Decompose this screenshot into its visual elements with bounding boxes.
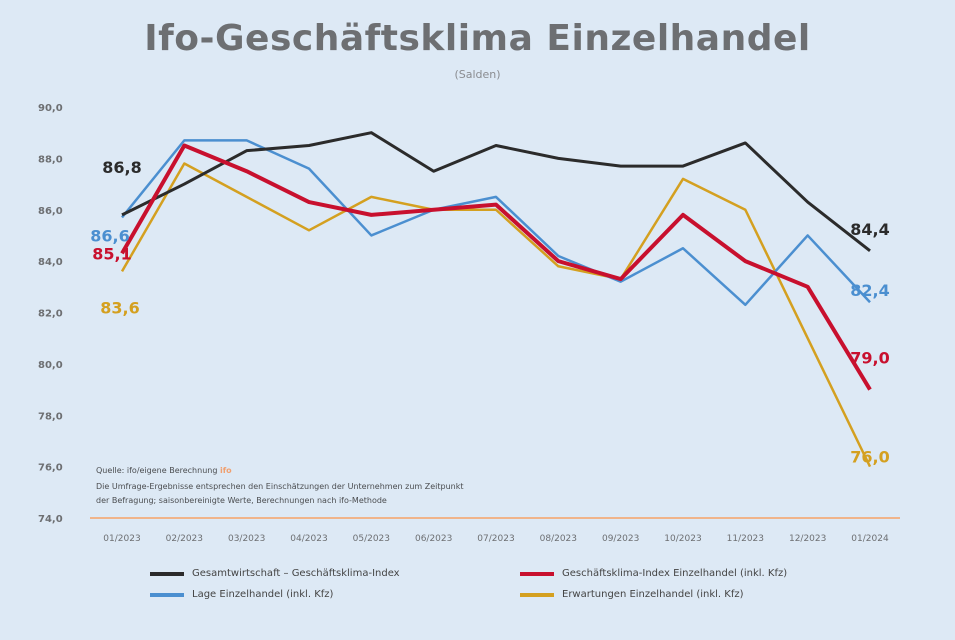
legend-label-erwartungen: Erwartungen Einzelhandel (inkl. Kfz): [562, 589, 744, 600]
y-tick-label: 74,0: [38, 514, 63, 525]
source-highlight: ifo: [220, 466, 232, 475]
data-label-klima: 79,0: [850, 349, 889, 368]
data-label-klima: 85,1: [92, 244, 131, 263]
x-tick-label: 10/2023: [664, 534, 701, 544]
data-label-lage: 82,4: [850, 281, 889, 300]
y-tick-label: 86,0: [38, 206, 63, 217]
x-tick-label: 11/2023: [727, 534, 764, 544]
legend-swatch-erwartungen: [520, 592, 554, 597]
y-tick-label: 90,0: [38, 103, 63, 114]
data-label-gesamt: 84,4: [850, 220, 889, 239]
legend-label-lage: Lage Einzelhandel (inkl. Kfz): [192, 589, 334, 600]
data-label-gesamt: 86,8: [102, 158, 141, 177]
legend-swatch-klima: [520, 571, 554, 576]
legend-swatch-lage: [150, 592, 184, 597]
y-tick-label: 80,0: [38, 360, 63, 371]
legend-item-erwartungen: Erwartungen Einzelhandel (inkl. Kfz): [520, 589, 870, 600]
series-line-gesamt: [121, 131, 871, 253]
x-tick-label: 08/2023: [540, 534, 577, 544]
source-note: Quelle: ifo/eigene Berechnung ifo Die Um…: [96, 466, 463, 505]
legend: Gesamtwirtschaft – Geschäftsklima-Index …: [150, 568, 870, 600]
y-tick-label: 88,0: [38, 154, 63, 165]
x-axis: 01/2023 02/2023 03/2023 04/2023 05/2023 06/20…: [103, 534, 889, 544]
x-tick-label: 03/2023: [228, 534, 265, 544]
legend-label-klima: Geschäftsklima-Index Einzelhandel (inkl.…: [562, 568, 788, 579]
source-note-1: Die Umfrage-Ergebnisse entsprechen den E…: [96, 482, 463, 491]
data-label-erwartungen: 83,6: [100, 298, 139, 317]
x-tick-label: 07/2023: [477, 534, 514, 544]
y-tick-label: 76,0: [38, 463, 63, 474]
x-tick-label: 12/2023: [789, 534, 826, 544]
source-note-2: der Befragung; saisonbereinigte Werte, B…: [96, 496, 387, 505]
series-lines: [120, 131, 872, 468]
data-label-lage: 86,6: [90, 226, 129, 245]
y-tick-label: 78,0: [38, 411, 63, 422]
x-tick-label: 06/2023: [415, 534, 452, 544]
y-tick-label: 84,0: [38, 257, 63, 268]
series-line-erwartungen: [120, 162, 872, 468]
y-axis: 90,0 88,0 86,0 84,0 82,0 80,0 78,0 76,0 74,0: [38, 103, 63, 525]
x-tick-label: 09/2023: [602, 534, 639, 544]
x-tick-label: 01/2023: [103, 534, 140, 544]
series-line-lage: [121, 139, 871, 307]
legend-item-gesamt: Gesamtwirtschaft – Geschäftsklima-Index: [150, 568, 520, 579]
data-labels: 86,8 86,685,1 83,6 84,4 82,4 79,0 76,0: [90, 158, 889, 467]
legend-label-gesamt: Gesamtwirtschaft – Geschäftsklima-Index: [192, 568, 400, 579]
x-tick-label: 02/2023: [166, 534, 203, 544]
legend-item-lage: Lage Einzelhandel (inkl. Kfz): [150, 589, 520, 600]
chart-subtitle: (Salden): [454, 68, 501, 81]
y-tick-label: 82,0: [38, 309, 63, 320]
source-line: Quelle: ifo/eigene Berechnung ifo: [96, 466, 232, 475]
x-tick-label: 01/2024: [851, 534, 889, 544]
x-tick-label: 04/2023: [290, 534, 327, 544]
chart-title: Ifo-Geschäftsklima Einzelhandel: [144, 18, 811, 59]
data-label-erwartungen: 76,0: [850, 448, 889, 467]
legend-swatch-gesamt: [150, 571, 184, 576]
series-line-klima: [120, 143, 872, 391]
x-tick-label: 05/2023: [353, 534, 390, 544]
legend-item-klima: Geschäftsklima-Index Einzelhandel (inkl.…: [520, 568, 870, 579]
